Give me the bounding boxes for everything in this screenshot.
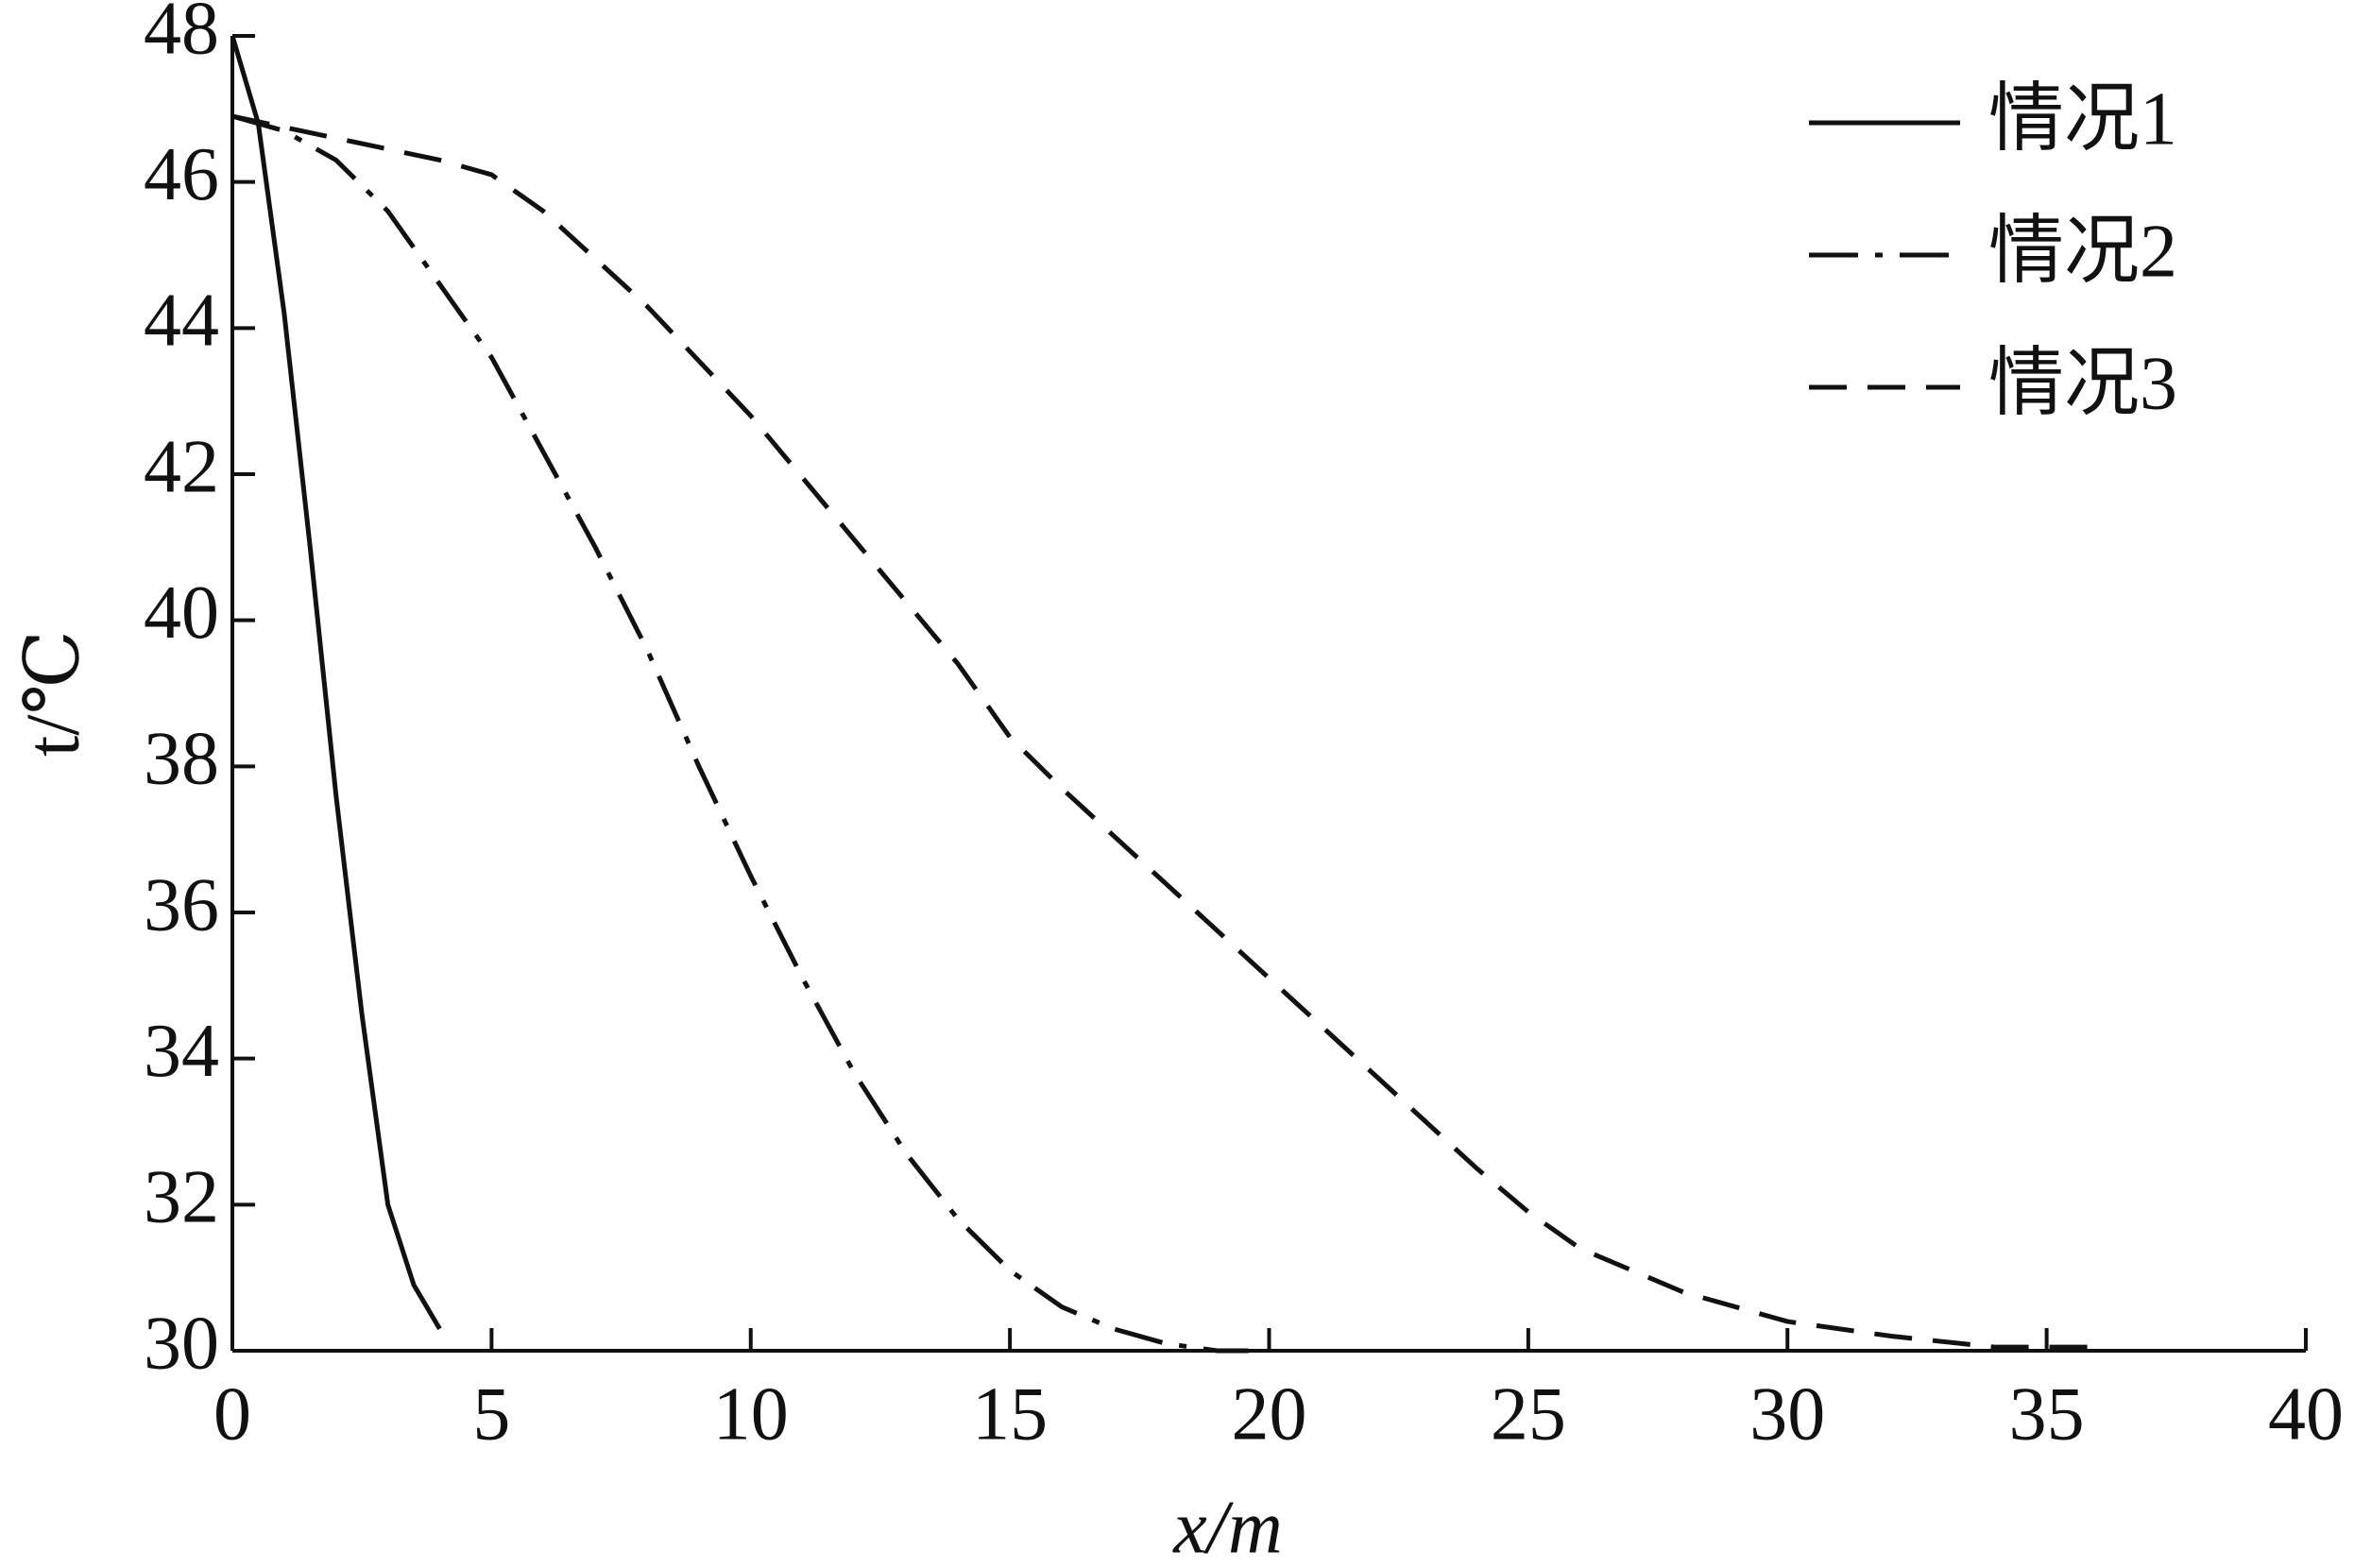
y-tick-label: 38 bbox=[144, 718, 219, 801]
x-tick-label: 25 bbox=[1491, 1372, 1566, 1456]
y-tick-label: 40 bbox=[144, 571, 219, 655]
x-tick-label: 40 bbox=[2268, 1372, 2344, 1456]
y-tick-label: 36 bbox=[144, 863, 219, 946]
legend-label: 情况1 bbox=[1988, 77, 2177, 161]
y-tick-label: 30 bbox=[144, 1302, 219, 1385]
x-tick-label: 15 bbox=[972, 1372, 1048, 1456]
line-series bbox=[230, 35, 442, 1331]
x-axis-label: x/m bbox=[1172, 1486, 1283, 1568]
line-series bbox=[231, 113, 2099, 1350]
x-tick-label: 20 bbox=[1232, 1372, 1307, 1456]
line-series bbox=[231, 113, 1249, 1354]
y-tick-label: 32 bbox=[144, 1156, 219, 1239]
x-tick-label: 5 bbox=[472, 1372, 510, 1456]
x-tick-label: 35 bbox=[2009, 1372, 2085, 1456]
x-tick-label: 30 bbox=[1749, 1372, 1825, 1456]
y-tick-label: 34 bbox=[144, 1010, 219, 1093]
x-tick-label: 10 bbox=[713, 1372, 789, 1456]
y-tick-label: 44 bbox=[144, 280, 219, 363]
y-tick-label: 48 bbox=[144, 0, 219, 70]
y-axis-label: t/℃ bbox=[11, 630, 94, 757]
legend-label: 情况3 bbox=[1988, 342, 2177, 425]
y-tick-label: 42 bbox=[144, 425, 219, 508]
legend-label: 情况2 bbox=[1988, 210, 2177, 293]
x-tick-label: 0 bbox=[213, 1372, 251, 1456]
y-tick-label: 46 bbox=[144, 133, 219, 216]
